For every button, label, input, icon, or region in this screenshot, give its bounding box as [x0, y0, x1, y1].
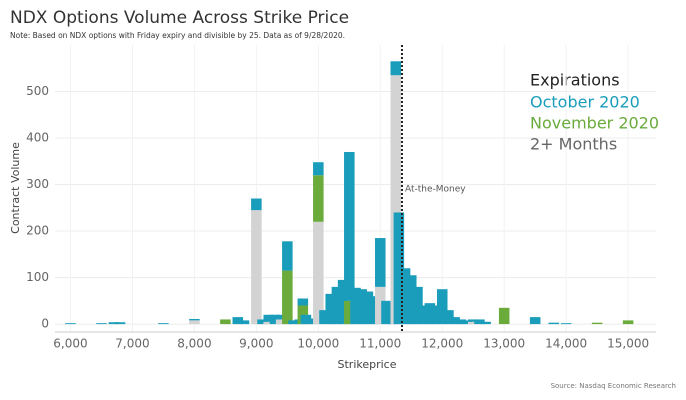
x-tick-label: 12,000	[421, 337, 463, 351]
y-tick-label: 200	[26, 224, 49, 238]
bar-segment	[251, 210, 262, 325]
y-tick-label: 100	[26, 270, 49, 284]
bar-segment	[467, 321, 479, 325]
bar-segment	[449, 317, 460, 325]
bar-segment	[263, 321, 275, 325]
source: Source: Nasdaq Economic Research	[551, 382, 676, 390]
bar-segment	[108, 322, 120, 325]
legend-entry: November 2020	[530, 114, 659, 133]
bar-segment	[114, 322, 126, 325]
bar-segment	[337, 279, 349, 325]
bar-segment	[430, 305, 442, 325]
bar-segment	[368, 296, 380, 325]
bar-segment	[300, 314, 312, 325]
bar-segment	[257, 319, 268, 325]
annotation: At-the-Money	[405, 185, 466, 195]
x-axis-label: Strikeprice	[338, 358, 397, 371]
bar-segment	[319, 310, 330, 325]
bar-segment	[443, 310, 454, 325]
y-tick-label: 0	[41, 317, 49, 331]
y-tick-label: 500	[26, 84, 49, 98]
bar-segment	[238, 320, 250, 325]
chart-subtitle: Note: Based on NDX options with Friday e…	[10, 31, 345, 40]
bar-segment	[313, 221, 324, 325]
bar-segment	[381, 300, 392, 325]
y-axis-label: Contract Volume	[9, 142, 22, 234]
bar-segment	[263, 314, 275, 322]
bar-segment	[467, 319, 479, 322]
y-tick-label: 300	[26, 177, 49, 191]
x-tick-label: 11,000	[359, 337, 401, 351]
bar-segment	[158, 323, 169, 325]
bar-segment	[189, 320, 200, 325]
bar-segment	[393, 212, 405, 325]
x-tick-label: 13,000	[483, 337, 525, 351]
bar-segment	[350, 287, 361, 325]
bar-segment	[529, 317, 541, 325]
bar-segment	[288, 320, 299, 325]
bar-segment	[313, 162, 324, 176]
bar-segment	[390, 75, 402, 325]
x-tick-label: 9,000	[239, 337, 273, 351]
bar-segment	[461, 320, 473, 325]
bar-segment	[331, 286, 343, 325]
legend-entry: October 2020	[530, 93, 640, 112]
bar-segment	[275, 314, 287, 320]
bar-segment	[412, 286, 423, 325]
chart-title: NDX Options Volume Across Strike Price	[10, 8, 349, 28]
bar-segment	[282, 241, 293, 271]
bar-segment	[418, 305, 429, 325]
bar-segment	[480, 321, 491, 325]
x-tick-label: 8,000	[177, 337, 211, 351]
bar-segment	[344, 151, 355, 301]
y-tick-label: 400	[26, 131, 49, 145]
bar-segment	[405, 275, 417, 325]
bar-segment	[436, 289, 448, 325]
bar-segment	[591, 322, 603, 325]
bar-segment	[362, 291, 374, 325]
bar-segment	[390, 61, 402, 76]
bar-segment	[282, 270, 293, 325]
bar-segment	[548, 322, 560, 325]
bar-segment	[275, 319, 287, 325]
bar-segment	[65, 323, 76, 325]
bar-segment	[96, 323, 107, 325]
bar-segment	[325, 293, 336, 325]
x-tick-label: 14,000	[545, 337, 587, 351]
bar-segment	[306, 318, 318, 325]
x-tick-label: 6,000	[53, 337, 87, 351]
bar-segment	[297, 298, 309, 306]
bar-segment	[560, 323, 572, 325]
legend-title: Expirations	[530, 71, 620, 90]
bar-segment	[344, 300, 355, 325]
bar-segment	[622, 320, 634, 325]
bar-segment	[251, 198, 262, 211]
bar-segment	[232, 317, 244, 325]
bar-segment	[220, 319, 231, 325]
bar-segment	[399, 268, 411, 325]
bar-segment	[474, 319, 485, 325]
x-tick-label: 15,000	[607, 337, 649, 351]
x-tick-label: 10,000	[297, 337, 339, 351]
bar-segment	[455, 319, 467, 325]
bar-segment	[189, 318, 200, 321]
bar-segment	[375, 238, 386, 287]
x-tick-label: 7,000	[115, 337, 149, 351]
bar-segment	[356, 289, 367, 325]
bar-segment	[375, 286, 386, 325]
bar-segment	[269, 314, 281, 325]
bar-segment	[498, 307, 510, 325]
bar-segment	[313, 175, 324, 222]
bar-segment	[424, 303, 436, 325]
legend-entry: 2+ Months	[530, 135, 617, 154]
